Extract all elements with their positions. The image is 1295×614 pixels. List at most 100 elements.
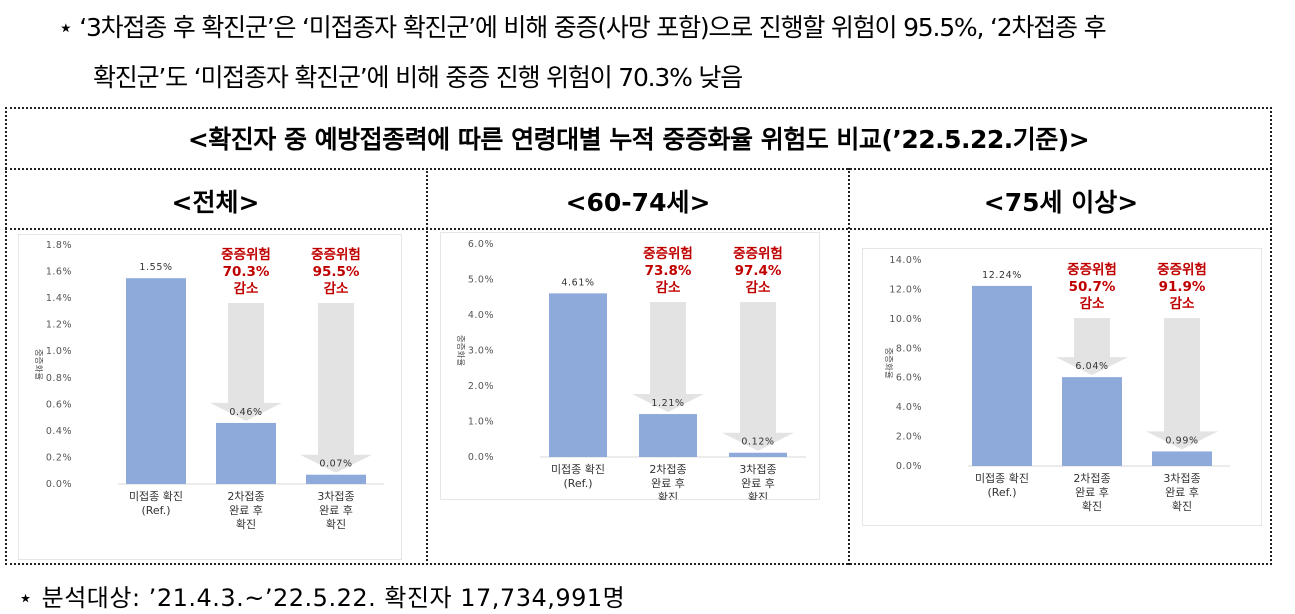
x-category-label: 확진 <box>1082 500 1102 513</box>
x-category-label: 완료 후 <box>651 477 685 490</box>
y-tick-label: 8.0% <box>896 343 922 354</box>
bar <box>639 414 697 457</box>
y-tick-label: 12.0% <box>889 284 922 295</box>
bar <box>216 422 276 484</box>
x-category-label: 3차접종 <box>739 463 776 476</box>
y-tick-label: 1.0% <box>468 417 494 428</box>
bar <box>729 452 787 457</box>
risk-reduction-label: 감소 <box>234 280 259 297</box>
bar <box>549 293 607 457</box>
risk-reduction-label: 중증위험 <box>221 246 271 263</box>
risk-reduction-label: 중증위험 <box>1157 261 1207 278</box>
bar <box>972 285 1032 466</box>
y-tick-label: 0.0% <box>896 461 922 472</box>
risk-reduction-label: 50.7% <box>1069 279 1116 295</box>
y-tick-label: 0.0% <box>468 452 494 463</box>
y-tick-label: 10.0% <box>889 314 922 325</box>
x-category-label: 완료 후 <box>319 504 353 517</box>
panel-title-75plus: <75세 이상> <box>983 188 1139 217</box>
x-category-label: 완료 후 <box>1075 486 1109 499</box>
y-tick-label: 0.8% <box>46 373 72 384</box>
reduction-arrow <box>1146 318 1218 450</box>
analysis-footnote: ⋆ 분석대상: ’21.4.3.~’22.5.22. 확진자 17,734,99… <box>18 584 626 612</box>
divider-under-panel-titles <box>5 228 1272 230</box>
risk-reduction-label: 91.9% <box>1159 279 1206 295</box>
bar <box>1062 377 1122 466</box>
x-category-label: 완료 후 <box>1165 486 1199 499</box>
y-axis-label: 중증화율 <box>455 335 465 366</box>
x-category-label: 3차접종 <box>1163 472 1200 485</box>
y-tick-label: 1.8% <box>46 240 72 251</box>
reduction-arrow <box>300 303 372 473</box>
data-label: 4.61% <box>561 277 594 288</box>
risk-reduction-label: 감소 <box>746 279 771 296</box>
x-category-label: (Ref.) <box>141 504 170 517</box>
risk-reduction-label: 감소 <box>1080 295 1105 312</box>
y-tick-label: 1.4% <box>46 293 72 304</box>
bar <box>1152 451 1212 466</box>
reduction-arrow <box>632 302 704 413</box>
x-category-label: 확진 <box>236 518 256 531</box>
y-tick-label: 4.0% <box>896 402 922 413</box>
risk-reduction-label: 중증위험 <box>311 246 361 263</box>
bar <box>306 474 366 484</box>
risk-reduction-label: 감소 <box>656 279 681 296</box>
y-tick-label: 14.0% <box>889 255 922 266</box>
risk-reduction-label: 중증위험 <box>1067 261 1117 278</box>
divider-col-2 <box>848 168 850 565</box>
divider-under-title <box>5 168 1272 170</box>
y-axis-label: 중증화율 <box>33 349 43 380</box>
x-category-label: (Ref.) <box>563 477 592 490</box>
y-tick-label: 4.0% <box>468 310 494 321</box>
x-category-label: 2차접종 <box>649 463 686 476</box>
x-category-label: 완료 후 <box>229 504 263 517</box>
risk-reduction-label: 70.3% <box>223 264 270 280</box>
comparison-table-frame <box>5 107 1272 565</box>
x-category-label: 확진 <box>658 491 678 500</box>
y-tick-label: 1.0% <box>46 346 72 357</box>
risk-reduction-label: 감소 <box>1170 295 1195 312</box>
risk-reduction-label: 73.8% <box>645 263 692 279</box>
y-tick-label: 1.6% <box>46 267 72 278</box>
risk-reduction-label: 97.4% <box>735 263 782 279</box>
chart-75plus: 0.0% 2.0% 4.0% 6.0% 8.0% 10.0% 12.0% 14.0% 중증화율 중… <box>862 248 1262 526</box>
reduction-arrow <box>210 303 282 421</box>
y-tick-label: 0.6% <box>46 399 72 410</box>
y-tick-label: 6.0% <box>468 239 494 250</box>
data-label: 0.07% <box>319 459 352 470</box>
y-tick-label: 0.4% <box>46 426 72 437</box>
risk-reduction-label: 95.5% <box>313 264 360 280</box>
y-tick-label: 0.2% <box>46 452 72 463</box>
y-tick-label: 5.0% <box>468 275 494 286</box>
data-label: 0.12% <box>741 437 774 448</box>
x-category-label: 확진 <box>748 491 768 500</box>
y-tick-label: 3.0% <box>468 346 494 357</box>
reduction-arrow <box>1056 318 1128 376</box>
data-label: 0.46% <box>229 407 262 418</box>
risk-reduction-label: 중증위험 <box>643 245 693 262</box>
y-tick-label: 2.0% <box>468 381 494 392</box>
x-category-label: 미접종 확진 <box>551 463 605 476</box>
x-category-label: 3차접종 <box>317 490 354 503</box>
data-label: 6.04% <box>1075 361 1108 372</box>
x-category-label: 확진 <box>1172 500 1192 513</box>
reduction-arrow <box>722 302 794 451</box>
note-line-1: ⋆ ‘3차접종 후 확진군’은 ‘미접종자 확진군’에 비해 중증(사망 포함)… <box>58 13 1107 42</box>
main-title: <확진자 중 예방접종력에 따른 연령대별 누적 중증화율 위험도 비교(’22… <box>187 125 1090 154</box>
chart-all: 0.0% 0.2% 0.4% 0.6% 0.8% 1.0% 1.2% 1.4% 1.6% 1.8%… <box>18 234 402 560</box>
y-tick-label: 2.0% <box>896 432 922 443</box>
chart-60-74: 0.0%1.0%2.0%3.0%4.0%5.0%6.0%중증화율중증위험73.8… <box>440 232 820 500</box>
bar <box>126 278 186 484</box>
panel-title-all: <전체> <box>171 188 260 217</box>
risk-reduction-label: 감소 <box>324 280 349 297</box>
risk-reduction-label: 중증위험 <box>733 245 783 262</box>
data-label: 1.55% <box>139 262 172 273</box>
panel-title-60-74: <60-74세> <box>565 188 711 217</box>
data-label: 0.99% <box>1165 435 1198 446</box>
x-category-label: 미접종 확진 <box>129 490 183 503</box>
note-line-2: 확진군’도 ‘미접종자 확진군’에 비해 중증 진행 위험이 70.3% 낮음 <box>93 63 743 92</box>
y-axis-label: 중증화율 <box>883 347 893 378</box>
data-label: 1.21% <box>651 398 684 409</box>
x-category-label: 미접종 확진 <box>975 472 1029 485</box>
divider-col-1 <box>426 168 428 565</box>
